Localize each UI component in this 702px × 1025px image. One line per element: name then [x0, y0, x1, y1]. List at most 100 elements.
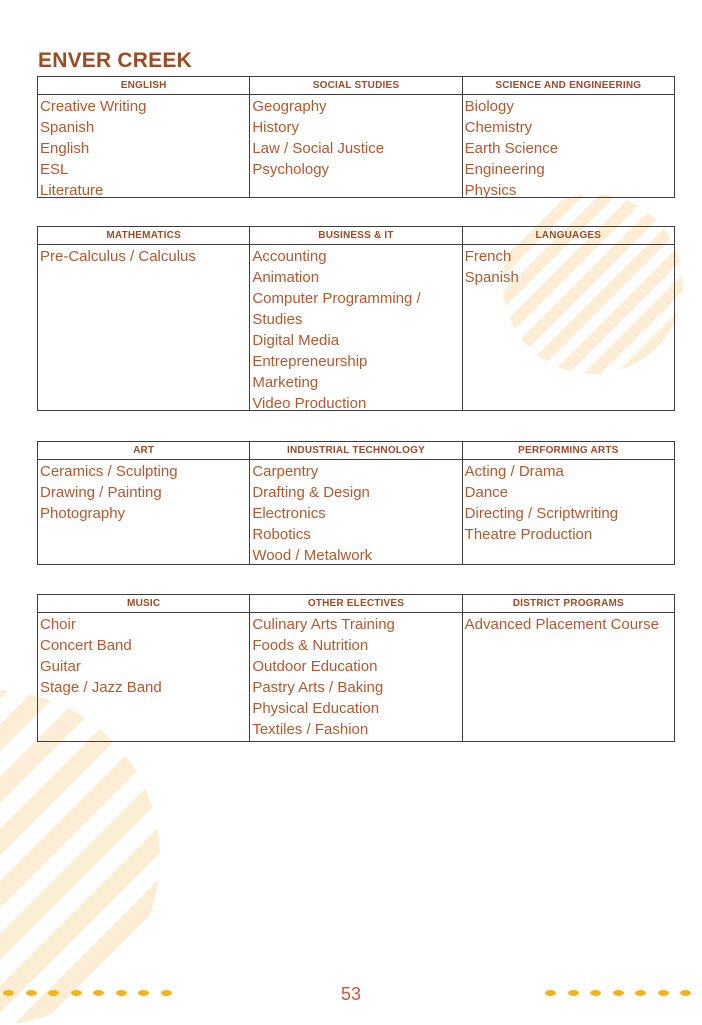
column-header: INDUSTRIAL TECHNOLOGY — [250, 442, 462, 460]
dotted-divider-left — [3, 990, 172, 996]
course-item: Foods & Nutrition — [252, 637, 369, 654]
course-item: Photography — [40, 505, 126, 522]
column-header: MATHEMATICS — [38, 227, 250, 245]
column-other-electives: OTHER ELECTIVES Culinary Arts Training Fo… — [250, 595, 463, 741]
dot — [680, 990, 691, 996]
course-table-row2: MATHEMATICS Pre-Calculus / Calculus BUSI… — [37, 226, 675, 412]
course-item: Earth Science — [464, 140, 559, 157]
course-item: Outdoor Education — [252, 658, 378, 675]
course-list: Pre-Calculus / Calculus — [38, 245, 249, 410]
dot — [25, 990, 37, 996]
column-header: SOCIAL STUDIES — [250, 77, 462, 95]
course-item: Carpentry — [252, 463, 319, 480]
course-list: Ceramics / Sculpting Drawing / Painting Ph… — [38, 460, 249, 564]
course-item: Electronics — [252, 505, 326, 522]
course-item: Dance — [464, 484, 509, 501]
dot — [635, 990, 646, 996]
page-title: ENVER CREEK — [38, 49, 192, 73]
column-header: LANGUAGES — [462, 227, 674, 245]
course-table-row4: MUSIC Choir Concert Band Guitar Stage / Jaz… — [37, 594, 675, 742]
course-list: Biology Chemistry Earth Science Engineering… — [463, 95, 674, 201]
course-item: Spanish — [464, 269, 519, 286]
column-performing-arts: PERFORMING ARTS Acting / Drama Dance Direc… — [462, 442, 674, 564]
course-list: Accounting Animation Computer Programming … — [250, 245, 461, 414]
dot — [590, 990, 601, 996]
course-item: Robotics — [252, 526, 311, 543]
column-industrial-technology: INDUSTRIAL TECHNOLOGY Carpentry Drafting … — [250, 442, 463, 566]
course-item: ESL — [40, 161, 69, 178]
course-item: English — [40, 140, 90, 157]
course-item: Video Production — [252, 395, 367, 412]
course-list: Creative Writing Spanish English ESL Literat… — [38, 95, 249, 201]
course-item: Computer Programming / Studies — [252, 290, 421, 328]
course-list: Carpentry Drafting & Design Electronics Rob… — [250, 460, 461, 566]
course-item: Theatre Production — [464, 526, 593, 543]
course-item: Acting / Drama — [464, 463, 564, 480]
course-item: Marketing — [252, 374, 319, 391]
course-item: Animation — [252, 269, 320, 286]
course-item: Stage / Jazz Band — [40, 679, 162, 696]
course-item: Literature — [40, 182, 104, 199]
column-mathematics: MATHEMATICS Pre-Calculus / Calculus — [38, 227, 251, 410]
course-list: Acting / Drama Dance Directing / Scriptwri… — [463, 460, 674, 564]
course-item: Drafting & Design — [252, 484, 370, 501]
dot — [48, 990, 59, 996]
dot — [160, 990, 172, 996]
course-item: Engineering — [464, 161, 545, 178]
dot — [3, 990, 14, 996]
column-header: BUSINESS & IT — [250, 227, 462, 245]
dot — [93, 990, 104, 996]
course-item: Physical Education — [252, 700, 380, 717]
dot — [138, 990, 149, 996]
course-list: French Spanish — [463, 245, 674, 410]
dot — [612, 990, 624, 996]
course-item: Wood / Metalwork — [252, 547, 373, 564]
course-list: Culinary Arts Training Foods & Nutrition O… — [250, 613, 461, 741]
course-item: History — [252, 119, 299, 136]
column-english: ENGLISH Creative Writing Spanish English ES… — [38, 77, 251, 199]
course-item: Culinary Arts Training — [252, 616, 395, 633]
column-header: ART — [38, 442, 250, 460]
course-item: Physics — [464, 182, 517, 199]
course-item: Psychology — [252, 161, 330, 178]
course-item: Drawing / Painting — [40, 484, 162, 501]
course-item: Creative Writing — [40, 98, 147, 115]
course-item: French — [464, 248, 512, 265]
dot — [545, 990, 556, 996]
page-number: 53 — [340, 984, 362, 1004]
column-social-studies: SOCIAL STUDIES Geography History Law / Soc… — [250, 77, 463, 197]
column-music: MUSIC Choir Concert Band Guitar Stage / Jaz… — [38, 595, 251, 741]
course-list: Advanced Placement Course — [463, 613, 674, 741]
course-item: Pre-Calculus / Calculus — [40, 248, 196, 265]
course-item: Chemistry — [464, 119, 533, 136]
course-item: Accounting — [252, 248, 327, 265]
course-item: Concert Band — [40, 637, 132, 654]
course-table-row1: ENGLISH Creative Writing Spanish English ES… — [37, 76, 675, 199]
course-item: Biology — [464, 98, 514, 115]
course-item: Digital Media — [252, 332, 340, 349]
column-art: ART Ceramics / Sculpting Drawing / Painti… — [38, 442, 251, 564]
column-district-programs: DISTRICT PROGRAMS Advanced Placement Cou… — [462, 595, 674, 741]
course-item: Choir — [40, 616, 76, 633]
column-languages: LANGUAGES French Spanish — [462, 227, 674, 410]
course-list: Geography History Law / Social Justice Psyc… — [250, 95, 461, 197]
course-item: Advanced Placement Course — [464, 616, 659, 633]
course-item: Guitar — [40, 658, 81, 675]
course-item: Entrepreneurship — [252, 353, 368, 370]
column-header: MUSIC — [38, 595, 250, 613]
course-list: Choir Concert Band Guitar Stage / Jazz Band — [38, 613, 249, 741]
column-business-it: BUSINESS & IT Accounting Animation Compute… — [250, 227, 463, 412]
course-table-row3: ART Ceramics / Sculpting Drawing / Painti… — [37, 441, 675, 565]
dot — [115, 990, 127, 996]
column-science-engineering: SCIENCE AND ENGINEERING Biology Chemistry… — [462, 77, 674, 199]
course-item: Directing / Scriptwriting — [464, 505, 619, 522]
column-header: DISTRICT PROGRAMS — [462, 595, 674, 613]
course-item: Textiles / Fashion — [252, 721, 369, 738]
course-item: Law / Social Justice — [252, 140, 385, 157]
column-header: OTHER ELECTIVES — [250, 595, 462, 613]
course-item: Spanish — [40, 119, 95, 136]
column-header: ENGLISH — [38, 77, 250, 95]
dot — [657, 990, 669, 996]
course-item: Ceramics / Sculpting — [40, 463, 178, 480]
dot — [70, 990, 82, 996]
